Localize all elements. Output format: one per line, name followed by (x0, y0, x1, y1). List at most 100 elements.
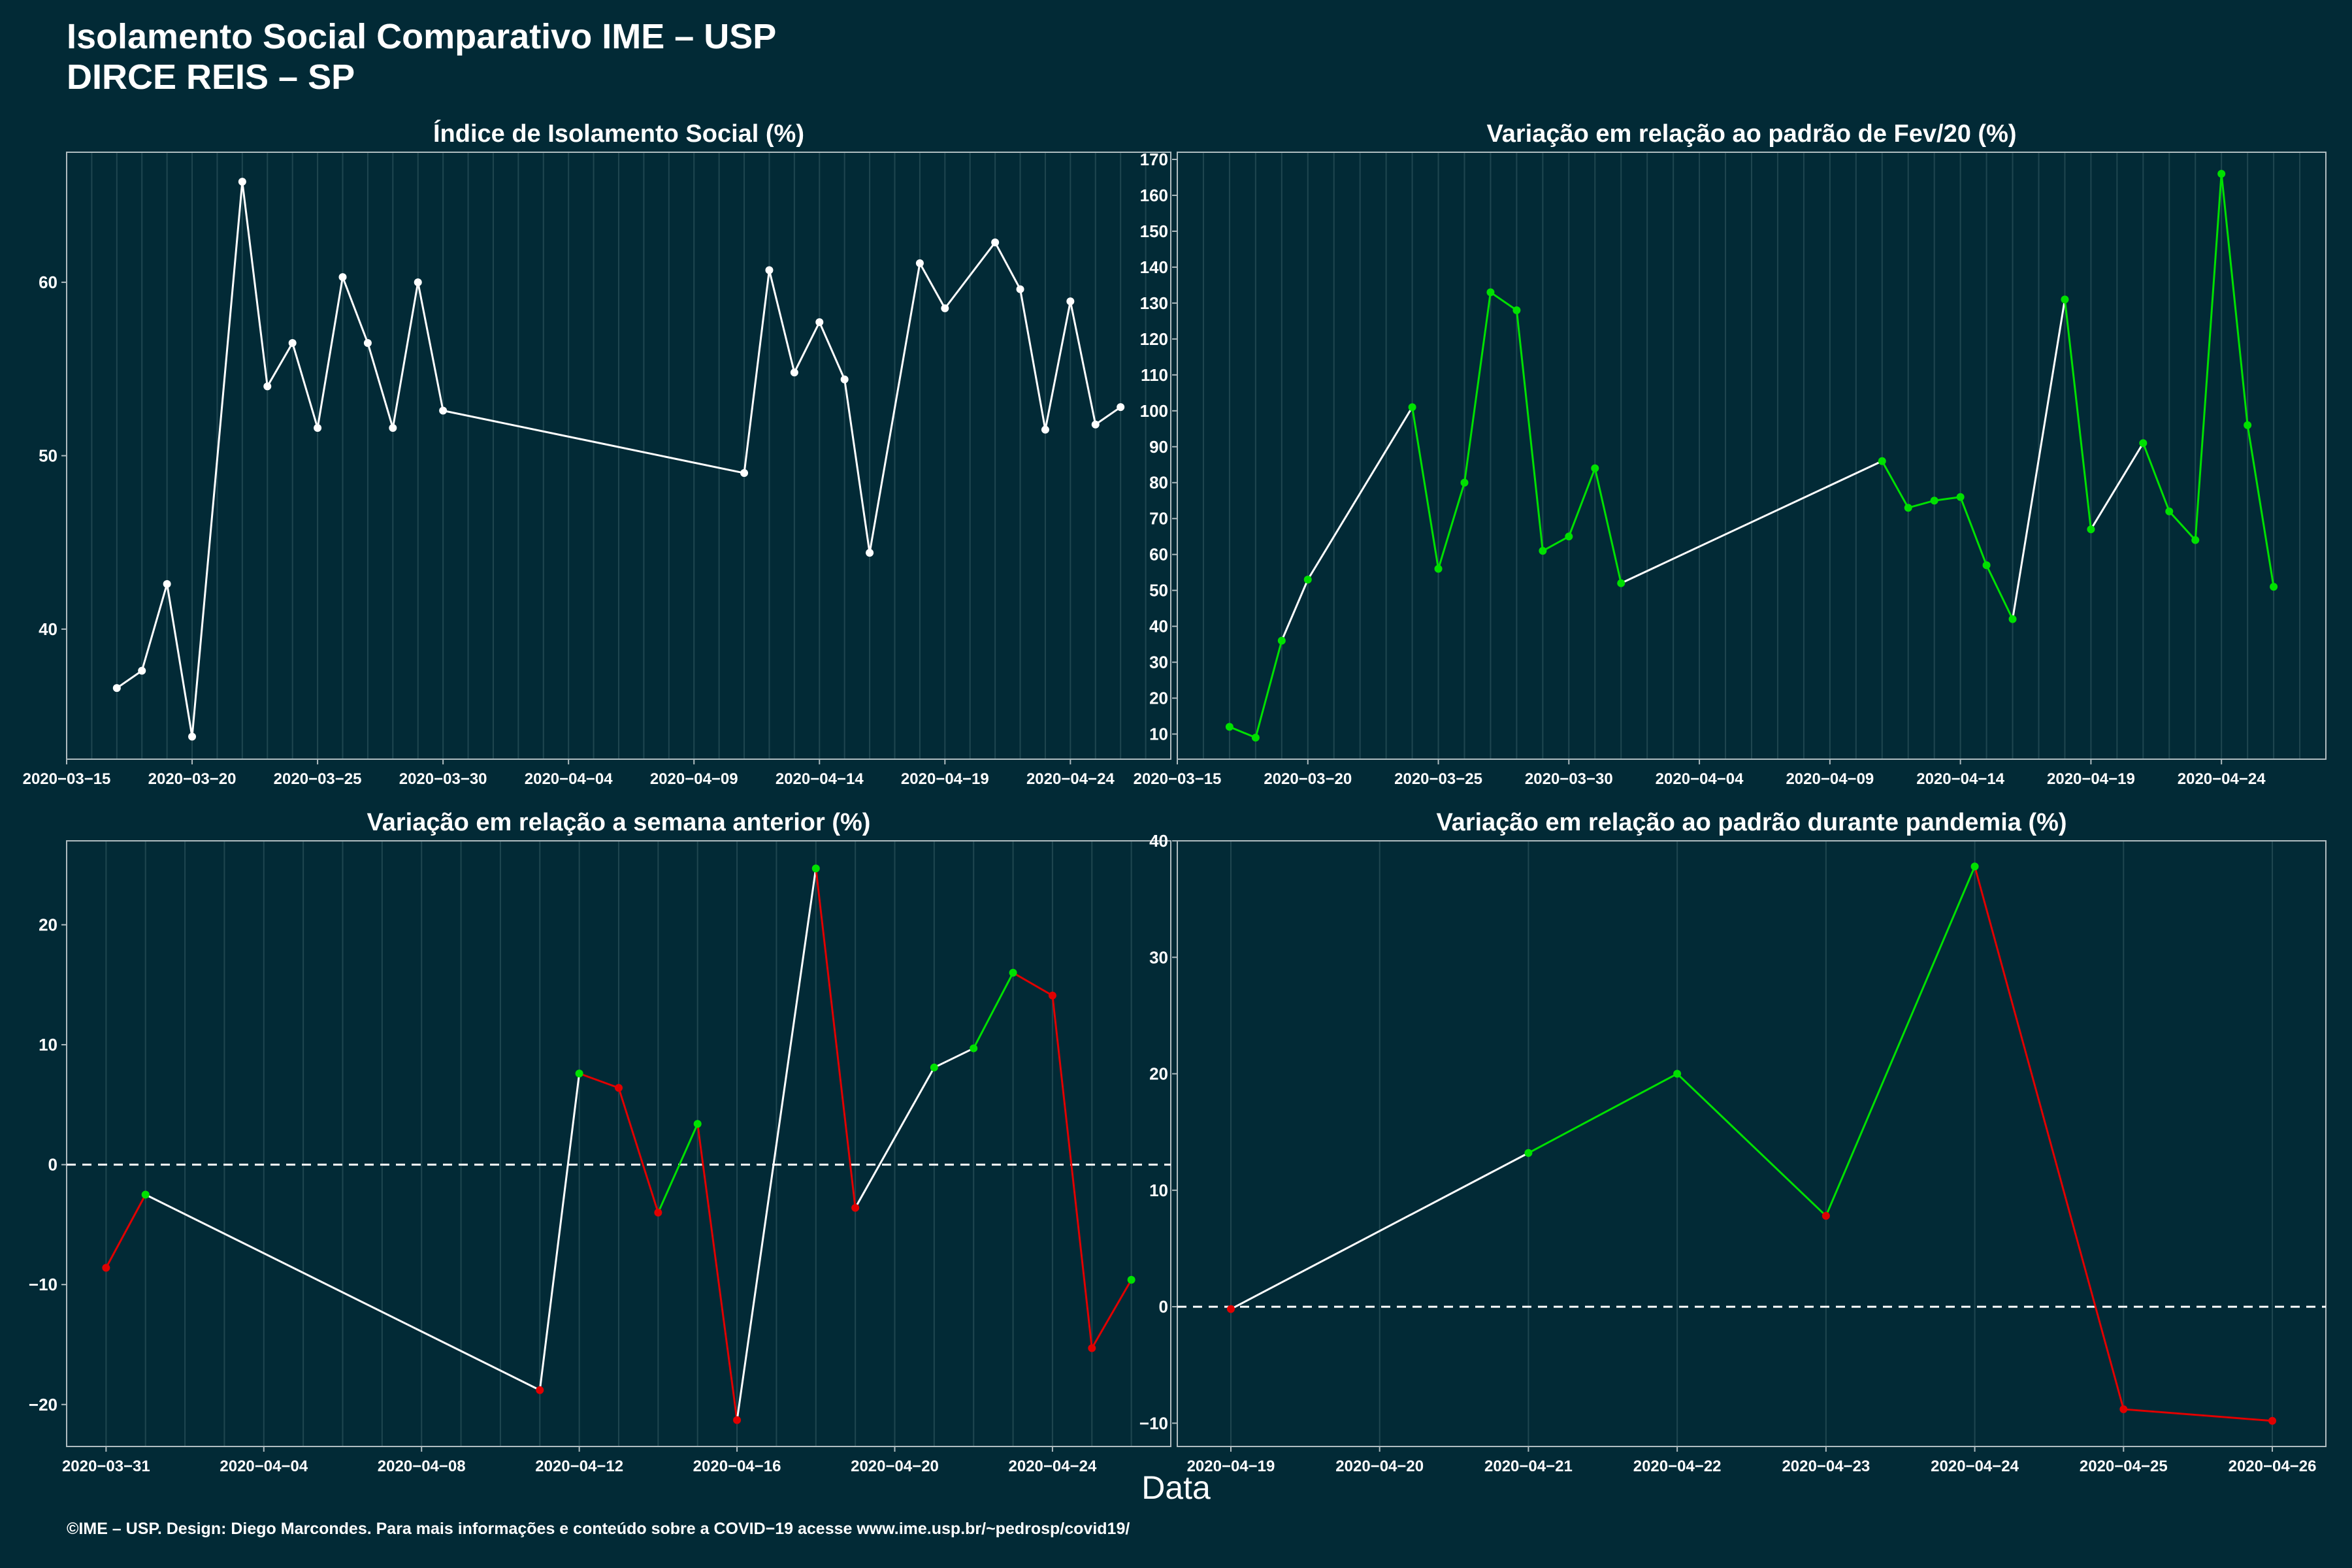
data-point (1539, 547, 1547, 555)
data-point (238, 178, 246, 186)
data-point (1904, 504, 1912, 512)
y-tick-label: 0 (1159, 1297, 1168, 1316)
x-tick-label: 2020−04−19 (1187, 1458, 1275, 1475)
series-segment (854, 1067, 936, 1209)
x-tick-label: 2020−04−24 (1931, 1458, 2019, 1475)
data-point (163, 580, 171, 588)
series-segment (1254, 640, 1283, 738)
series-segment (934, 1047, 974, 1069)
x-tick-label: 2020−04−04 (1656, 770, 1744, 788)
series-segment (617, 1087, 659, 1213)
data-point (851, 1203, 860, 1212)
series-segment (944, 242, 996, 309)
series-segment (442, 410, 745, 474)
series-segment (116, 670, 143, 689)
data-point (141, 1190, 150, 1199)
series-segment (1825, 866, 1976, 1217)
series-segment (2142, 442, 2170, 512)
data-point (930, 1063, 938, 1071)
data-point (414, 278, 422, 287)
series-segment (166, 583, 193, 737)
y-tick-label: 110 (1141, 365, 1168, 385)
y-tick-label: 150 (1140, 221, 1168, 241)
data-point (263, 382, 272, 391)
axes-frame (1177, 152, 2327, 760)
series-segment (367, 342, 394, 429)
x-tick-label: 2020−04−04 (525, 770, 613, 788)
y-tick-label: 80 (1149, 473, 1168, 493)
y-tick-label: 30 (1149, 947, 1168, 967)
data-point (288, 338, 297, 347)
series-segment (768, 270, 796, 373)
series-segment (1069, 301, 1097, 425)
data-point (1016, 285, 1024, 293)
y-tick-label: 10 (1149, 1181, 1168, 1200)
data-point (970, 1044, 978, 1053)
axes-frame (1177, 840, 2327, 1447)
data-point (1277, 636, 1286, 645)
series-segment (1230, 1152, 1529, 1310)
x-tick-label: 2020−04−21 (1484, 1458, 1573, 1475)
series-segment (145, 1194, 540, 1392)
y-tick-label: 10 (1149, 725, 1168, 744)
data-point (575, 1070, 583, 1078)
data-point (439, 406, 448, 415)
series-segment (1515, 310, 1544, 551)
data-point (1878, 457, 1886, 465)
x-tick-label: 2020−04−04 (220, 1458, 308, 1475)
x-tick-label: 2020−04−20 (851, 1458, 939, 1475)
data-point (138, 666, 146, 675)
data-point (2008, 615, 2017, 623)
data-point (811, 864, 820, 873)
data-point (790, 368, 798, 377)
series-segment (1934, 496, 1961, 502)
x-tick-label: 2020−04−24 (1009, 1458, 1097, 1475)
x-tick-label: 2020−04−19 (901, 770, 989, 788)
x-tick-label: 2020−04−12 (535, 1458, 623, 1475)
data-point (991, 238, 1000, 247)
data-point (338, 273, 347, 282)
data-point (866, 549, 874, 557)
series-segment (1908, 499, 1935, 509)
series-segment (2220, 173, 2249, 425)
data-point (188, 732, 197, 741)
data-point (1591, 464, 1599, 472)
data-point (733, 1416, 742, 1424)
series-segment (868, 263, 921, 553)
x-axis-label: Data (1141, 1469, 1211, 1506)
data-point (2191, 536, 2200, 544)
data-point (1117, 403, 1125, 412)
data-point (840, 375, 849, 384)
data-point (1041, 425, 1049, 434)
series-segment (191, 181, 244, 737)
series-segment (994, 242, 1021, 290)
series-segment (743, 270, 770, 474)
x-tick-label: 2020−04−24 (2178, 770, 2266, 788)
data-point (2119, 1405, 2128, 1413)
chart-title-line1: Isolamento Social Comparativo IME – USP (67, 17, 777, 56)
data-point (1512, 306, 1521, 314)
x-tick-label: 2020−03−15 (1134, 770, 1222, 788)
data-point (1088, 1344, 1096, 1352)
data-point (389, 424, 397, 433)
series-segment (1051, 995, 1093, 1348)
series-segment (1974, 866, 2125, 1410)
y-tick-label: −10 (29, 1275, 57, 1294)
series-segment (1229, 726, 1256, 739)
data-point (1486, 288, 1495, 297)
x-tick-label: 2020−04−23 (1782, 1458, 1870, 1475)
y-tick-label: 140 (1140, 257, 1168, 277)
x-tick-label: 2020−04−20 (1335, 1458, 1424, 1475)
y-tick-label: 160 (1140, 186, 1168, 205)
data-point (740, 469, 749, 478)
data-point (1225, 723, 1233, 731)
data-point (2270, 583, 2278, 591)
series-segment (1012, 972, 1053, 997)
data-point (1066, 297, 1075, 306)
y-tick-label: −20 (29, 1395, 57, 1414)
data-point (1009, 968, 1017, 977)
data-point (1982, 561, 1991, 570)
series-segment (1527, 1073, 1678, 1154)
data-point (2244, 421, 2252, 429)
chart-title-line2: DIRCE REIS – SP (67, 57, 355, 97)
